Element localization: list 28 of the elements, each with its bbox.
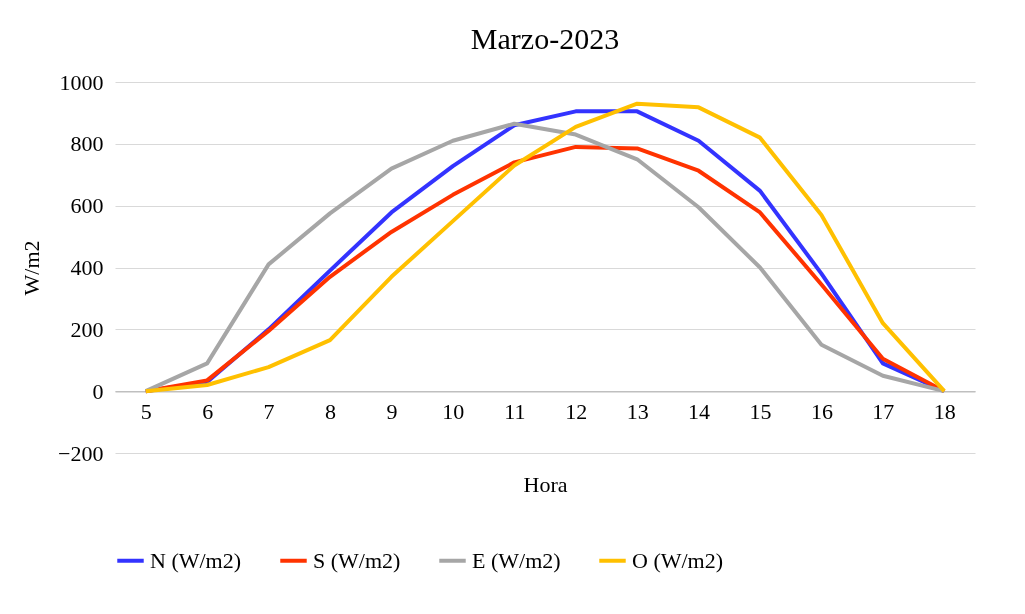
x-tick-label: 8: [325, 398, 336, 424]
x-tick-label: 5: [140, 398, 152, 424]
x-tick-label: 17: [872, 398, 895, 424]
legend-label: E (W/m2): [472, 547, 561, 573]
y-tick-label: 600: [70, 193, 104, 219]
x-tick-label: 11: [504, 398, 526, 424]
y-tick-label: 0: [92, 378, 104, 404]
y-axis-title: W/m2: [19, 240, 45, 296]
y-tick-label: 400: [70, 255, 104, 280]
y-tick-label: 200: [70, 316, 104, 342]
x-tick-label: 12: [565, 398, 588, 424]
x-tick-label: 14: [688, 398, 711, 424]
x-tick-label: 9: [386, 398, 398, 424]
y-tick-label: 800: [70, 131, 104, 157]
x-tick-label: 18: [933, 398, 956, 424]
x-axis-title: Hora: [523, 471, 568, 497]
legend-label: N (W/m2): [150, 547, 242, 573]
y-tick-label: −200: [58, 440, 104, 466]
x-tick-label: 15: [749, 398, 772, 424]
chart-title: Marzo-2023: [470, 22, 620, 55]
x-tick-label: 16: [810, 398, 833, 424]
legend-label: O (W/m2): [632, 547, 724, 573]
y-tick-label: 1000: [59, 69, 104, 95]
x-tick-label: 6: [202, 398, 214, 424]
x-tick-label: 7: [263, 398, 275, 424]
legend-label: S (W/m2): [313, 547, 401, 573]
x-tick-label: 10: [442, 398, 465, 424]
x-tick-label: 13: [626, 398, 649, 424]
